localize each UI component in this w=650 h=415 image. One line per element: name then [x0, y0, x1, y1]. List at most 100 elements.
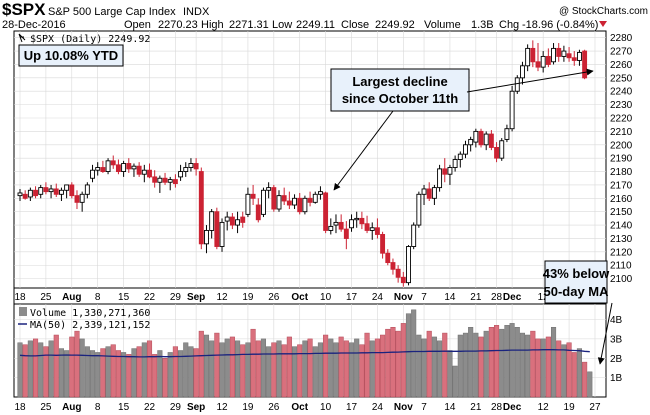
date-tick-label-bottom: 18 [14, 402, 26, 413]
volume-tick-label: 4B [610, 315, 623, 326]
candle-body [561, 50, 567, 57]
candle-body [473, 130, 479, 143]
price-tick-label: 2230 [610, 100, 633, 111]
date-tick-label: 12 [216, 292, 228, 303]
candle-body [374, 227, 380, 235]
price-tick-label: 2250 [610, 73, 633, 84]
volume-bars [17, 309, 593, 398]
date-tick-label: 7 [421, 292, 427, 303]
candle-body [478, 130, 484, 146]
volume-bar [115, 350, 121, 398]
price-tick-label: 2200 [610, 140, 633, 151]
candle-body [276, 195, 282, 210]
candle [178, 164, 184, 181]
candle-body [22, 193, 28, 199]
ytd-annotation: Up 10.08% YTD [24, 48, 118, 63]
volume-bar [504, 325, 510, 398]
candle [328, 218, 334, 235]
candle [162, 172, 168, 185]
date-tick-label-bottom: 26 [268, 402, 280, 413]
candle-body [235, 219, 241, 226]
date-tick-label: Dec [503, 292, 522, 303]
candle-body [292, 197, 297, 206]
candle [307, 191, 313, 207]
volume-bar [333, 342, 339, 398]
candle [323, 191, 329, 234]
volume-bar [48, 340, 54, 398]
volume-bar [89, 350, 96, 398]
high-value: 2271.31 [229, 19, 269, 31]
candle-body [172, 179, 178, 185]
candle-body [390, 262, 396, 270]
volume-bar [452, 365, 458, 398]
volume-bar [447, 350, 453, 398]
volume-bar [245, 342, 251, 398]
date-tick-label-bottom: 25 [40, 402, 52, 413]
volume-bar [535, 338, 541, 398]
candle-body [286, 200, 292, 206]
candle-body [582, 50, 588, 79]
down-arrow-icon [599, 21, 607, 27]
price-panel-frame [13, 30, 607, 289]
candle [224, 211, 230, 231]
volume-bar [550, 327, 557, 398]
candle [58, 187, 64, 201]
candle-body [566, 53, 572, 59]
candle [214, 207, 220, 250]
candle [437, 164, 443, 192]
candle [100, 160, 106, 173]
volume-bar [100, 348, 106, 398]
candle-body [188, 163, 194, 168]
date-tick-label: 22 [144, 292, 156, 303]
candle-body [349, 219, 354, 229]
candle [27, 187, 33, 201]
candle [198, 167, 204, 250]
volume-bar [152, 354, 158, 398]
candle-body [64, 184, 70, 191]
candle [566, 47, 572, 62]
price-tick-label: 2240 [610, 87, 633, 98]
candle [535, 43, 541, 72]
candle-body [509, 90, 515, 130]
candle-body [214, 211, 220, 247]
candle-body [457, 153, 463, 160]
low-value: 2249.11 [296, 19, 335, 31]
volume-bar [260, 338, 267, 398]
candle-body [74, 195, 80, 203]
volume-bar [229, 336, 235, 398]
candle [17, 188, 23, 201]
candle-body [297, 197, 303, 213]
candle [582, 49, 588, 80]
candle [183, 162, 189, 177]
volume-bar [426, 330, 432, 398]
candle [390, 258, 396, 275]
date-tick-label-bottom: Aug [62, 402, 81, 413]
candle [333, 214, 339, 234]
candle [576, 49, 582, 66]
date-tick-label: 28 [491, 292, 503, 303]
candle [343, 221, 349, 250]
ma-legend-text: MA(50) 2,339,121,152 [30, 320, 150, 331]
candle-body [229, 216, 235, 226]
price-tick-label: 2260 [610, 60, 633, 71]
candle [157, 175, 163, 193]
candle [530, 40, 536, 68]
volume-bar [64, 350, 70, 398]
candle-body [183, 167, 189, 172]
volume-bar [411, 309, 417, 398]
chg-value: -18.96 (-0.84%) [522, 19, 598, 31]
candle [172, 174, 178, 188]
ma-line [19, 349, 590, 358]
volume-bar [69, 336, 75, 398]
candle [442, 158, 448, 183]
candle [292, 194, 297, 210]
volume-bar [43, 346, 49, 398]
volume-bar [421, 338, 427, 398]
candle-body [540, 55, 546, 68]
volume-bar [141, 342, 147, 398]
volume-bar [281, 344, 287, 398]
price-tick-label: 2100 [610, 274, 633, 285]
volume-bar [74, 330, 80, 398]
volume-bar [400, 323, 406, 398]
volume-bar [84, 346, 90, 398]
